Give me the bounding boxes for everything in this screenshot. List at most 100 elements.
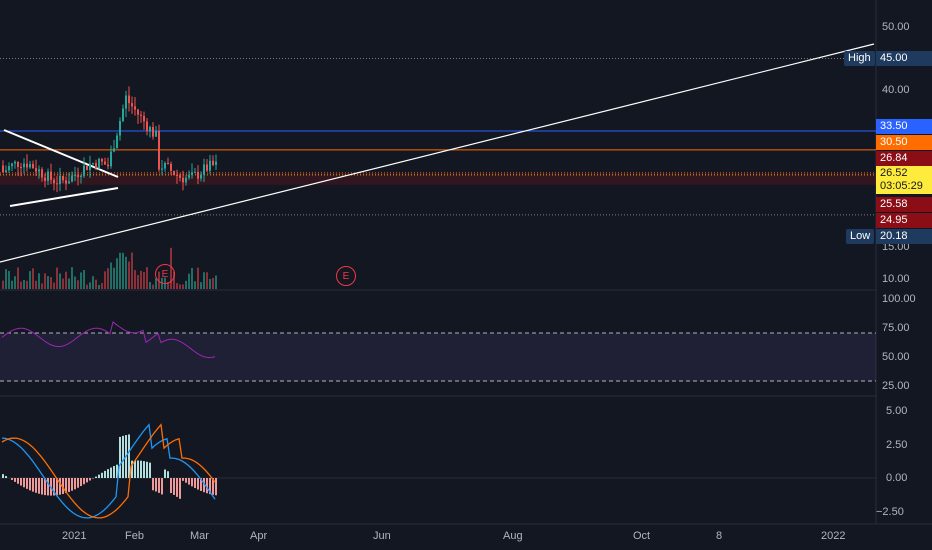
volume-bar [56,267,58,289]
candle-body [137,109,139,115]
volume-bar [53,282,55,289]
rsi-band [0,333,876,381]
macd-histogram-bar [92,478,94,479]
signal-line [1,423,216,519]
candle-body [11,163,13,167]
macd-histogram-bar [29,478,31,491]
macd-histogram-bar [41,478,43,495]
macd-histogram-bar [176,478,178,497]
level-33-50-label[interactable]: 33.50 [876,119,932,134]
macd-histogram-bar [143,461,145,478]
macd-histogram-bar [173,478,175,495]
candle-body [14,161,16,164]
time-tick-feb: Feb [125,530,144,542]
candle-body [173,170,175,175]
volume-bar [50,277,52,289]
macd-histogram-bar [95,476,97,478]
time-tick-mar: Mar [190,530,209,542]
volume-bar [29,271,31,289]
volume-bar [2,280,4,289]
macd-histogram-bar [23,478,25,488]
candle-body [44,177,46,181]
volume-bar [89,282,91,289]
volume-bar [146,267,148,289]
candle-body [188,175,190,178]
level-25-58-label[interactable]: 25.58 [876,197,932,212]
low-price-label: 20.18 [876,229,932,244]
macd-histogram-bar [68,478,70,492]
level-24-95-label[interactable]: 24.95 [876,213,932,228]
candle-body [77,175,79,177]
level-26-84-label[interactable]: 26.84 [876,151,932,166]
candle-body [155,130,157,137]
macd-histogram-bar [182,478,184,481]
macd-histogram-bar [59,478,61,495]
high-chip: High [844,51,875,66]
macd-histogram-bar [161,478,163,495]
macd-histogram-bar [47,478,49,496]
macd-histogram-bar [98,474,100,478]
candle-body [47,171,49,181]
macd-histogram-bar [110,467,112,478]
volume-bar [71,267,73,289]
volume-bar [128,261,130,289]
candle-body [203,164,205,175]
macd-histogram-bar [83,478,85,485]
volume-bar [17,267,19,289]
macd-histogram-bar [26,478,28,489]
zone-band [0,172,876,185]
macd-histogram-bar [65,478,67,494]
bar-countdown: 03:05:29 [880,180,923,192]
candle-body [176,174,178,176]
macd-tick-0: 0.00 [886,472,908,484]
volume-bar [131,252,133,289]
candle-body [20,167,22,169]
candle-body [110,151,112,167]
candle-body [92,163,94,165]
candle-body [146,121,148,131]
macd-histogram-bar [179,478,181,499]
macd-histogram-bar [17,478,19,484]
rsi-tick-25: 25.00 [882,380,910,392]
last-price-label: 26.52 03:05:29 [876,166,932,194]
volume-bar [86,284,88,289]
volume-bar [62,278,64,289]
candle-body [191,172,193,176]
macd-histogram-bar [140,460,142,478]
macd-histogram-bar [71,478,73,491]
volume-bar [155,277,157,289]
volume-bar [206,272,208,289]
volume-bar [173,271,175,289]
volume-bar [41,283,43,289]
volume-bar [95,279,97,289]
volume-bar [38,273,40,289]
low-chip: Low [846,229,875,244]
volume-bar [203,272,205,289]
candle-body [83,165,85,176]
macd-histogram-bar [203,478,205,493]
macd-histogram-bar [74,478,76,490]
candle-body [5,170,7,173]
volume-bar [125,256,127,289]
macd-line [1,423,216,519]
candle-body [95,163,97,168]
macd-histogram-bar [14,478,16,482]
macd-histogram-bar [86,478,88,483]
candle-body [206,164,208,171]
candle-body [50,171,52,180]
price-tick-50: 50.00 [882,21,910,33]
volume-bar [212,277,214,289]
volume-bar [194,281,196,289]
volume-bar [188,273,190,289]
macd-histogram-bar [191,478,193,487]
earnings-marker[interactable]: E [155,264,175,284]
earnings-marker[interactable]: E [336,266,356,286]
volume-bar [44,273,46,289]
level-30-50-label[interactable]: 30.50 [876,135,932,150]
macd-histogram-bar [137,460,139,478]
candle-body [197,171,199,179]
candle-body [38,169,40,172]
volume-bar [215,275,217,289]
